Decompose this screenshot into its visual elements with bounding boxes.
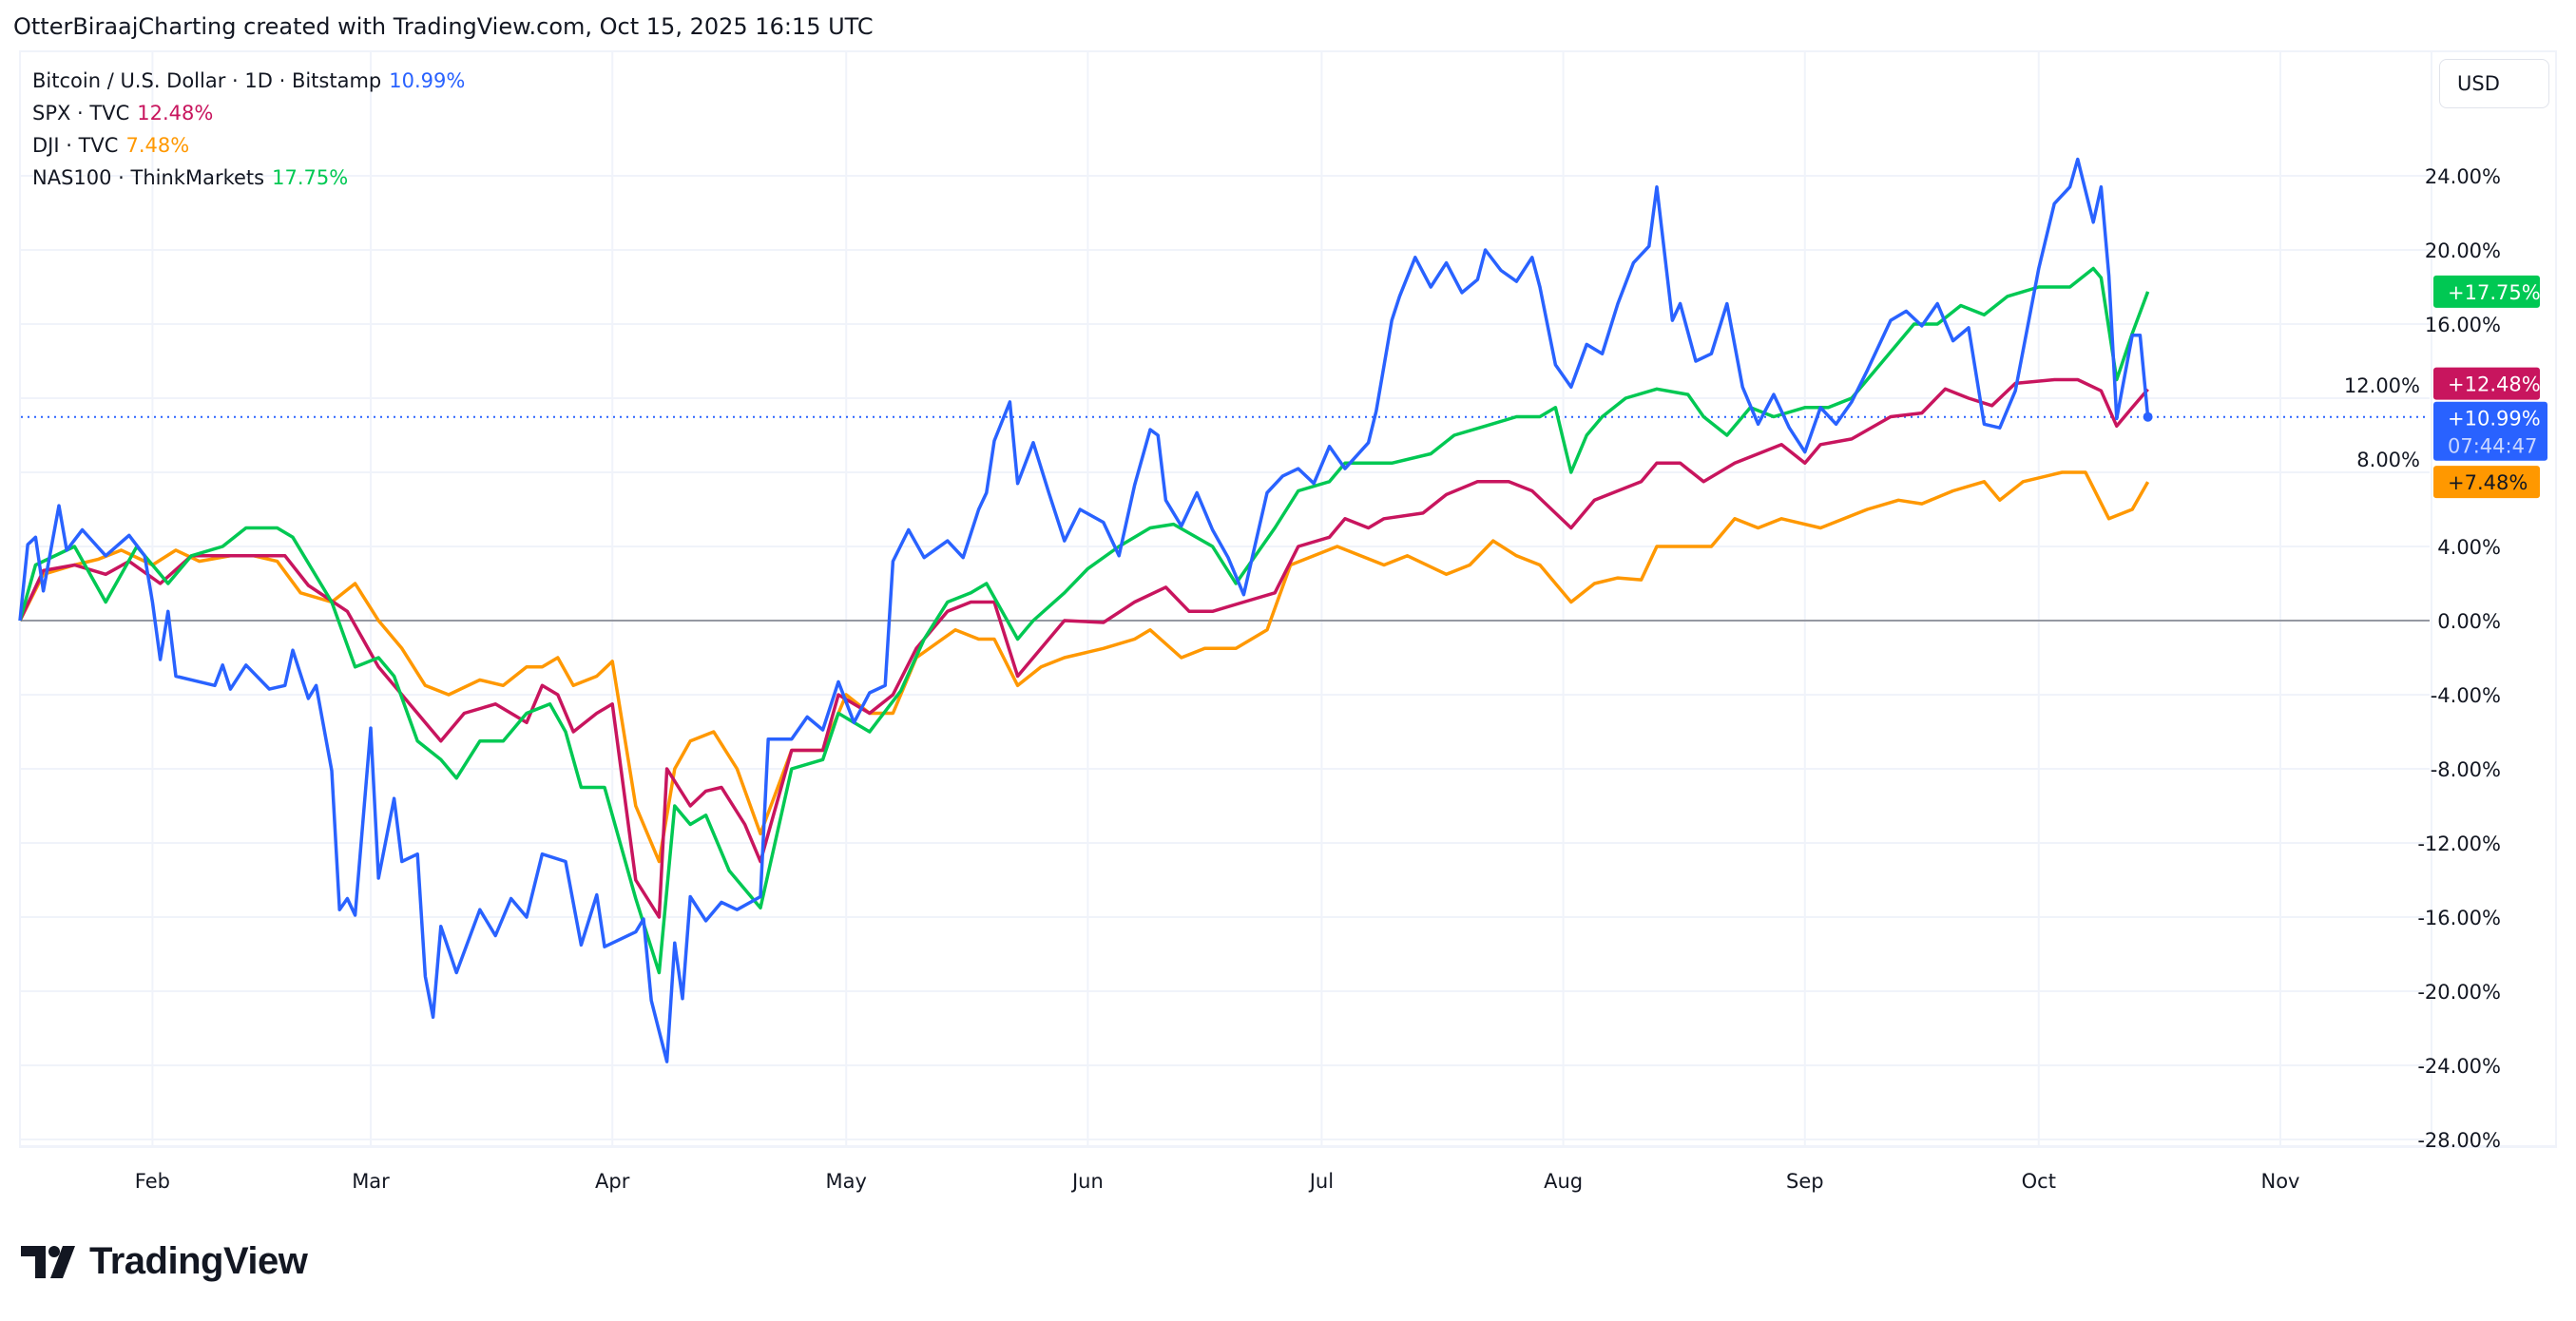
price-tag (2433, 401, 2547, 461)
legend-name: NAS100 · ThinkMarkets (32, 166, 265, 189)
price-tag-value: +12.48% (2448, 373, 2541, 396)
legend-item-spx[interactable]: SPX · TVC 12.48% (32, 97, 465, 129)
time-tick-label: Feb (135, 1170, 170, 1193)
logo-text: TradingView (89, 1240, 308, 1282)
price-tick-label: 8.00% (2356, 449, 2420, 471)
price-tick-label: -8.00% (2431, 758, 2501, 781)
time-tick-label: Oct (2022, 1170, 2056, 1193)
legend-item-nas100[interactable]: NAS100 · ThinkMarkets 17.75% (32, 162, 465, 194)
time-tick-label: Mar (352, 1170, 390, 1193)
price-tick-label: 24.00% (2425, 165, 2501, 188)
price-tick-label: -16.00% (2417, 907, 2501, 929)
tradingview-logo-icon (21, 1245, 75, 1278)
time-tick-label: May (825, 1170, 866, 1193)
time-tick-label: Sep (1786, 1170, 1824, 1193)
legend-item-btc[interactable]: Bitcoin / U.S. Dollar · 1D · Bitstamp 10.… (32, 65, 465, 97)
price-tag-value: +7.48% (2448, 471, 2528, 494)
legend: Bitcoin / U.S. Dollar · 1D · Bitstamp 10.… (32, 65, 465, 194)
legend-value: 7.48% (125, 134, 190, 157)
legend-value: 10.99% (389, 69, 466, 92)
price-tick-label: -28.00% (2417, 1129, 2501, 1152)
price-axis: 24.00% 20.00% 16.00% 12.00% 8.00% 4.00% 0.00% -… (2344, 165, 2501, 1152)
price-tag-value: +17.75% (2448, 281, 2541, 304)
legend-item-dji[interactable]: DJI · TVC 7.48% (32, 129, 465, 162)
price-tick-label: 4.00% (2437, 536, 2501, 559)
price-tag-value: +10.99% (2448, 408, 2541, 431)
legend-value: 12.48% (137, 102, 214, 124)
price-tick-label: 20.00% (2425, 239, 2501, 262)
price-tick-label: -12.00% (2417, 833, 2501, 855)
tradingview-logo[interactable]: TradingView (21, 1240, 308, 1283)
chart-attribution: OtterBiraajCharting created with Trading… (13, 13, 874, 40)
series-line-dji (18, 470, 2150, 864)
legend-name: DJI · TVC (32, 134, 119, 157)
price-tag (2433, 466, 2540, 499)
series-line-nas100 (18, 266, 2150, 975)
price-tick-label: 0.00% (2437, 610, 2501, 633)
price-tags: +17.75% +12.48% +7.48% +10.99% 07:44:47 (2433, 275, 2547, 499)
price-tick-label: 12.00% (2344, 374, 2420, 397)
countdown-label: 07:44:47 (2448, 435, 2537, 458)
price-tick-label: 16.00% (2425, 314, 2501, 336)
time-tick-label: Apr (595, 1170, 630, 1193)
price-tick-label: -24.00% (2417, 1055, 2501, 1078)
price-tag (2433, 275, 2540, 308)
time-tick-label: Jul (1308, 1170, 1334, 1193)
time-tick-label: Aug (1544, 1170, 1583, 1193)
grid-lines (21, 52, 2555, 1147)
price-tick-label: -20.00% (2417, 981, 2501, 1004)
price-tag (2433, 367, 2540, 400)
legend-name: SPX · TVC (32, 102, 130, 124)
currency-button[interactable]: USD (2439, 59, 2549, 108)
series-line-btc (18, 157, 2150, 1063)
time-tick-label: Jun (1070, 1170, 1104, 1193)
series-lines (18, 157, 2430, 1063)
time-axis: Feb Mar Apr May Jun Jul Aug Sep Oct Nov (135, 1170, 2300, 1193)
time-tick-label: Nov (2261, 1170, 2300, 1193)
legend-name: Bitcoin / U.S. Dollar · 1D · Bitstamp (32, 69, 382, 92)
legend-value: 17.75% (272, 166, 349, 189)
last-point-marker (2143, 412, 2153, 422)
price-tick-label: -4.00% (2431, 684, 2501, 707)
series-line-spx (18, 377, 2149, 919)
